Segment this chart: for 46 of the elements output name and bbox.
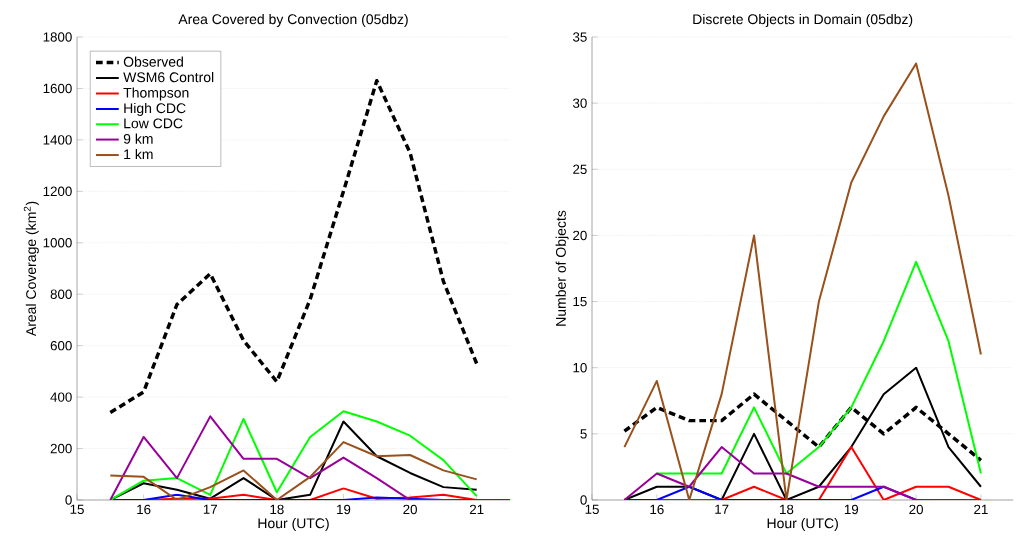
- y-tick-label: 1400: [43, 135, 72, 145]
- y-axis-title: Number of Objects: [555, 210, 569, 326]
- line-series: [109, 441, 478, 500]
- x-tick-label: 20: [403, 504, 417, 515]
- x-tick-label: 21: [974, 504, 988, 515]
- x-tick-label: 20: [909, 504, 923, 515]
- x-axis-title: Hour (UTC): [258, 517, 329, 532]
- y-tick-label: 1800: [43, 32, 72, 42]
- x-tick-label: 18: [270, 504, 284, 515]
- y-tick-label: 200: [50, 443, 72, 454]
- legend-label: WSM6 Control: [123, 71, 214, 83]
- legend-label: High CDC: [124, 102, 186, 116]
- y-tick-label: 20: [573, 230, 587, 241]
- y-tick-label: 0: [580, 495, 587, 505]
- y-tick-label: 1600: [43, 83, 72, 94]
- y-tick-label: 35: [572, 32, 587, 42]
- y-tick-label: 600: [50, 340, 72, 351]
- x-tick-label: 21: [469, 504, 484, 515]
- legend-label: Low CDC: [124, 118, 183, 129]
- legend-label: 9 km: [123, 133, 153, 144]
- x-tick-label: 15: [70, 504, 84, 514]
- x-axis-title: Hour (UTC): [767, 517, 838, 532]
- legend-label: Observed: [123, 56, 183, 67]
- x-tick-label: 17: [203, 504, 217, 514]
- x-tick-label: 16: [650, 504, 664, 515]
- y-tick-label: 800: [50, 289, 72, 299]
- y-tick-label: 25: [573, 164, 587, 174]
- x-tick-label: 19: [337, 504, 351, 515]
- y-tick-label: 400: [50, 392, 72, 402]
- y-tick-label: 1200: [43, 186, 72, 197]
- y-tick-label: 30: [572, 98, 587, 108]
- y-tick-label: 1000: [43, 238, 72, 248]
- y-tick-label: 0: [65, 495, 72, 505]
- chart-title: Discrete Objects in Domain (05dbz): [693, 13, 913, 27]
- y-tick-label: 15: [573, 296, 587, 307]
- chart-title: Area Covered by Convection (05dbz): [178, 13, 408, 27]
- y-axis-title: Areal Coverage (km$^{2}$): [23, 201, 39, 337]
- x-tick-label: 19: [844, 504, 859, 515]
- x-tick-label: 16: [137, 504, 151, 515]
- y-tick-label: 5: [580, 429, 587, 439]
- line-series: [623, 62, 982, 500]
- legend-label: Thompson: [123, 87, 189, 101]
- y-tick-label: 10: [573, 362, 587, 373]
- legend-label: 1 km: [124, 148, 153, 160]
- x-tick-label: 17: [715, 504, 729, 514]
- x-tick-label: 18: [780, 504, 794, 515]
